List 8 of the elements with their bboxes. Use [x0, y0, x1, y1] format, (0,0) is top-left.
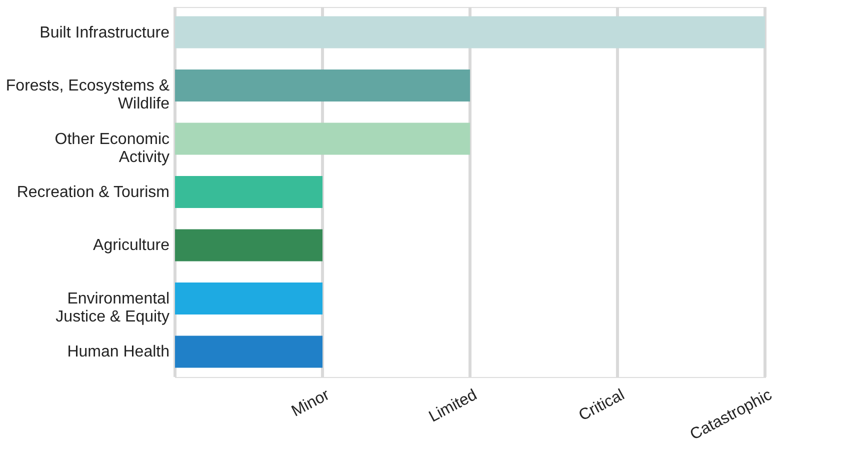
y-tick-label: Other Economic Activity — [54, 130, 170, 166]
y-tick-label: Agriculture — [93, 237, 170, 254]
y-tick-label: Human Health — [67, 344, 170, 361]
ref-line-label: Minor — [289, 386, 333, 420]
y-tick-label: Environmental Justice & Equity — [56, 290, 170, 326]
y-tick-label: Forests, Ecosystems & Wildlife — [6, 78, 170, 113]
y-tick-label: Recreation & Tourism — [16, 184, 170, 201]
y-tick-label: Built Infrastructure — [40, 24, 170, 42]
